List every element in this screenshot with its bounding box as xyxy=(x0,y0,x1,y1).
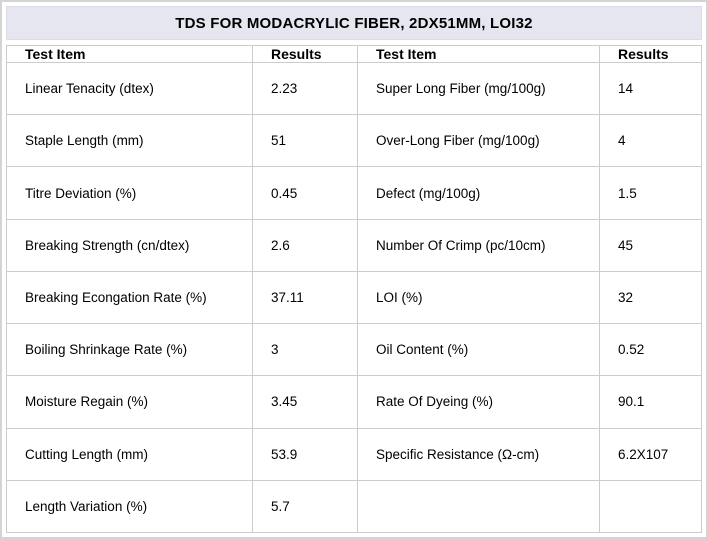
column-header-test-item-left: Test Item xyxy=(6,45,253,63)
result-cell: 5.7 xyxy=(252,479,358,534)
column-header-results-right: Results xyxy=(599,45,702,63)
result-cell: 1.5 xyxy=(599,166,702,220)
table-row: Staple Length (mm) 51 Over-Long Fiber (m… xyxy=(6,114,702,168)
page-title: TDS FOR MODACRYLIC FIBER, 2DX51MM, LOI32 xyxy=(6,6,702,40)
test-item-cell: Super Long Fiber (mg/100g) xyxy=(357,61,600,116)
test-item-cell: Cutting Length (mm) xyxy=(6,427,253,481)
result-cell: 45 xyxy=(599,218,702,272)
result-cell: 53.9 xyxy=(252,427,358,481)
test-item-cell: Oil Content (%) xyxy=(357,323,600,377)
test-item-cell: Boiling Shrinkage Rate (%) xyxy=(6,323,253,377)
test-item-cell: Breaking Econgation Rate (%) xyxy=(6,270,253,325)
table-row: Cutting Length (mm) 53.9 Specific Resist… xyxy=(6,427,702,481)
tds-table: Test Item Results Test Item Results Line… xyxy=(6,45,702,534)
test-item-cell: Staple Length (mm) xyxy=(6,114,253,168)
table-row: Moisture Regain (%) 3.45 Rate Of Dyeing … xyxy=(6,375,702,429)
test-item-cell: Titre Deviation (%) xyxy=(6,166,253,220)
result-cell: 3 xyxy=(252,323,358,377)
result-cell: 2.23 xyxy=(252,61,358,116)
test-item-cell: Linear Tenacity (dtex) xyxy=(6,61,253,116)
result-cell: 90.1 xyxy=(599,375,702,429)
table-row: Linear Tenacity (dtex) 2.23 Super Long F… xyxy=(6,61,702,116)
column-header-results-left: Results xyxy=(252,45,358,63)
result-cell: 2.6 xyxy=(252,218,358,272)
result-cell: 51 xyxy=(252,114,358,168)
result-cell: 32 xyxy=(599,270,702,325)
test-item-cell: LOI (%) xyxy=(357,270,600,325)
test-item-cell: Defect (mg/100g) xyxy=(357,166,600,220)
result-cell: 0.52 xyxy=(599,323,702,377)
test-item-cell: Rate Of Dyeing (%) xyxy=(357,375,600,429)
result-cell: 3.45 xyxy=(252,375,358,429)
result-cell: 0.45 xyxy=(252,166,358,220)
result-cell xyxy=(599,479,702,534)
table-row: Breaking Strength (cn/dtex) 2.6 Number O… xyxy=(6,218,702,272)
test-item-cell: Over-Long Fiber (mg/100g) xyxy=(357,114,600,168)
column-header-test-item-right: Test Item xyxy=(357,45,600,63)
test-item-cell: Breaking Strength (cn/dtex) xyxy=(6,218,253,272)
table-row: Titre Deviation (%) 0.45 Defect (mg/100g… xyxy=(6,166,702,220)
test-item-cell xyxy=(357,479,600,534)
table-row: Breaking Econgation Rate (%) 37.11 LOI (… xyxy=(6,270,702,325)
result-cell: 14 xyxy=(599,61,702,116)
test-item-cell: Number Of Crimp (pc/10cm) xyxy=(357,218,600,272)
result-cell: 4 xyxy=(599,114,702,168)
test-item-cell: Moisture Regain (%) xyxy=(6,375,253,429)
result-cell: 37.11 xyxy=(252,270,358,325)
test-item-cell: Specific Resistance (Ω-cm) xyxy=(357,427,600,481)
result-cell: 6.2X107 xyxy=(599,427,702,481)
test-item-cell: Length Variation (%) xyxy=(6,479,253,534)
table-row: Length Variation (%) 5.7 xyxy=(6,479,702,534)
table-header-row: Test Item Results Test Item Results xyxy=(6,45,702,63)
table-row: Boiling Shrinkage Rate (%) 3 Oil Content… xyxy=(6,323,702,377)
